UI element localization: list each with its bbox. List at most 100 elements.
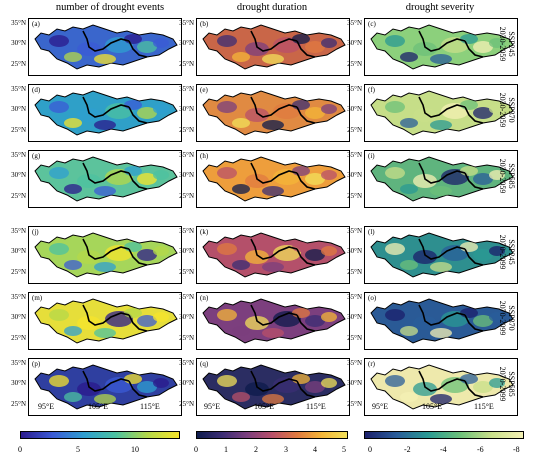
- basin-map: [202, 156, 346, 202]
- period-label: 2070-2099: [498, 300, 507, 336]
- lat-tick: 25°N: [179, 60, 194, 68]
- panel-label: (p): [32, 360, 41, 368]
- period-label: 2030-2059: [498, 92, 507, 128]
- panel-label: (f): [368, 86, 375, 94]
- row-label: SSP585 2070-2099: [498, 364, 516, 404]
- lat-tick: 30°N: [11, 379, 26, 387]
- basin-map: [202, 90, 346, 136]
- map-panel-duration: (q): [196, 358, 350, 416]
- colorbar-events: [20, 431, 180, 439]
- lat-tick: 30°N: [347, 39, 362, 47]
- scenario-label: SSP370: [507, 97, 516, 123]
- lat-tick: 35°N: [179, 85, 194, 93]
- colorbar-severity-tick: -4: [440, 445, 447, 454]
- map-panel-severity: (c): [364, 18, 518, 76]
- map-panel-events: (p): [28, 358, 182, 416]
- colorbar-events-tick: 10: [131, 445, 139, 454]
- colorbar-severity-tick: 0: [368, 445, 372, 454]
- basin-map: [34, 24, 178, 70]
- lat-tick: 30°N: [347, 379, 362, 387]
- lon-tick-c1: 105°E: [422, 402, 443, 411]
- period-label: 2070-2099: [498, 366, 507, 402]
- row-label: SSP370 2030-2059: [498, 90, 516, 130]
- lat-tick: 30°N: [11, 313, 26, 321]
- colorbar-duration-tick: 0: [194, 445, 198, 454]
- colorbar-duration-tick: 2: [254, 445, 258, 454]
- colorbar-duration-tick: 1: [224, 445, 228, 454]
- panel-label: (l): [368, 228, 375, 236]
- lon-tick-c0: 95°E: [372, 402, 389, 411]
- map-panel-events: (d): [28, 84, 182, 142]
- lat-tick: 25°N: [347, 334, 362, 342]
- lat-tick: 30°N: [11, 247, 26, 255]
- row-label: SSP370 2070-2099: [498, 298, 516, 338]
- map-panel-severity: (o): [364, 292, 518, 350]
- map-panel-duration: (n): [196, 292, 350, 350]
- lat-tick: 25°N: [179, 192, 194, 200]
- basin-map: [370, 156, 514, 202]
- column-title-severity: drought severity: [405, 2, 475, 13]
- row-label: SSP585 2030-2059: [498, 156, 516, 196]
- map-panel-events: (a): [28, 18, 182, 76]
- lat-tick: 25°N: [11, 400, 26, 408]
- lat-tick: 30°N: [11, 105, 26, 113]
- map-panel-duration: (b): [196, 18, 350, 76]
- scenario-label: SSP585: [507, 371, 516, 397]
- panel-label: (b): [200, 20, 209, 28]
- lat-tick: 35°N: [11, 227, 26, 235]
- lon-tick-a1: 105°E: [88, 402, 109, 411]
- map-panel-severity: (i): [364, 150, 518, 208]
- lat-tick: 25°N: [347, 400, 362, 408]
- basin-map: [202, 24, 346, 70]
- panel-label: (g): [32, 152, 41, 160]
- scenario-label: SSP585: [507, 163, 516, 189]
- lon-tick-a2: 115°E: [140, 402, 160, 411]
- map-panel-events: (m): [28, 292, 182, 350]
- lon-tick-c2: 115°E: [474, 402, 494, 411]
- basin-map: [370, 232, 514, 278]
- lat-tick: 25°N: [347, 60, 362, 68]
- lat-tick: 35°N: [347, 85, 362, 93]
- lat-tick: 25°N: [347, 126, 362, 134]
- lat-tick: 35°N: [11, 293, 26, 301]
- lat-tick: 25°N: [179, 400, 194, 408]
- lat-tick: 35°N: [179, 227, 194, 235]
- lat-tick: 35°N: [347, 293, 362, 301]
- lat-tick: 25°N: [347, 192, 362, 200]
- panel-label: (h): [200, 152, 209, 160]
- basin-map: [202, 298, 346, 344]
- period-label: 2070-2099: [498, 234, 507, 270]
- colorbar-severity-tick: -2: [404, 445, 411, 454]
- lon-tick-b2: 115°E: [306, 402, 326, 411]
- lat-tick: 35°N: [11, 151, 26, 159]
- row-label: SSP245 2070-2099: [498, 232, 516, 272]
- panel-label: (e): [200, 86, 208, 94]
- panel-label: (d): [32, 86, 41, 94]
- basin-map: [370, 90, 514, 136]
- panel-label: (c): [368, 20, 376, 28]
- panel-label: (q): [200, 360, 209, 368]
- column-title-duration: drought duration: [236, 2, 308, 13]
- period-label: 2030-2059: [498, 158, 507, 194]
- lat-tick: 35°N: [11, 85, 26, 93]
- basin-map: [370, 298, 514, 344]
- lat-tick: 30°N: [347, 247, 362, 255]
- lat-tick: 35°N: [179, 359, 194, 367]
- basin-map: [202, 364, 346, 410]
- colorbar-events-tick: 5: [76, 445, 80, 454]
- lat-tick: 35°N: [347, 151, 362, 159]
- basin-map: [34, 90, 178, 136]
- lat-tick: 30°N: [347, 105, 362, 113]
- lat-tick: 35°N: [11, 359, 26, 367]
- lat-tick: 30°N: [179, 379, 194, 387]
- lat-tick: 25°N: [347, 268, 362, 276]
- lat-tick: 30°N: [347, 313, 362, 321]
- colorbar-severity-tick: -8: [513, 445, 520, 454]
- lat-tick: 25°N: [11, 126, 26, 134]
- lat-tick: 25°N: [179, 126, 194, 134]
- lat-tick: 35°N: [179, 151, 194, 159]
- panel-label: (m): [32, 294, 43, 302]
- map-panel-events: (g): [28, 150, 182, 208]
- lat-tick: 30°N: [179, 105, 194, 113]
- panel-label: (j): [32, 228, 39, 236]
